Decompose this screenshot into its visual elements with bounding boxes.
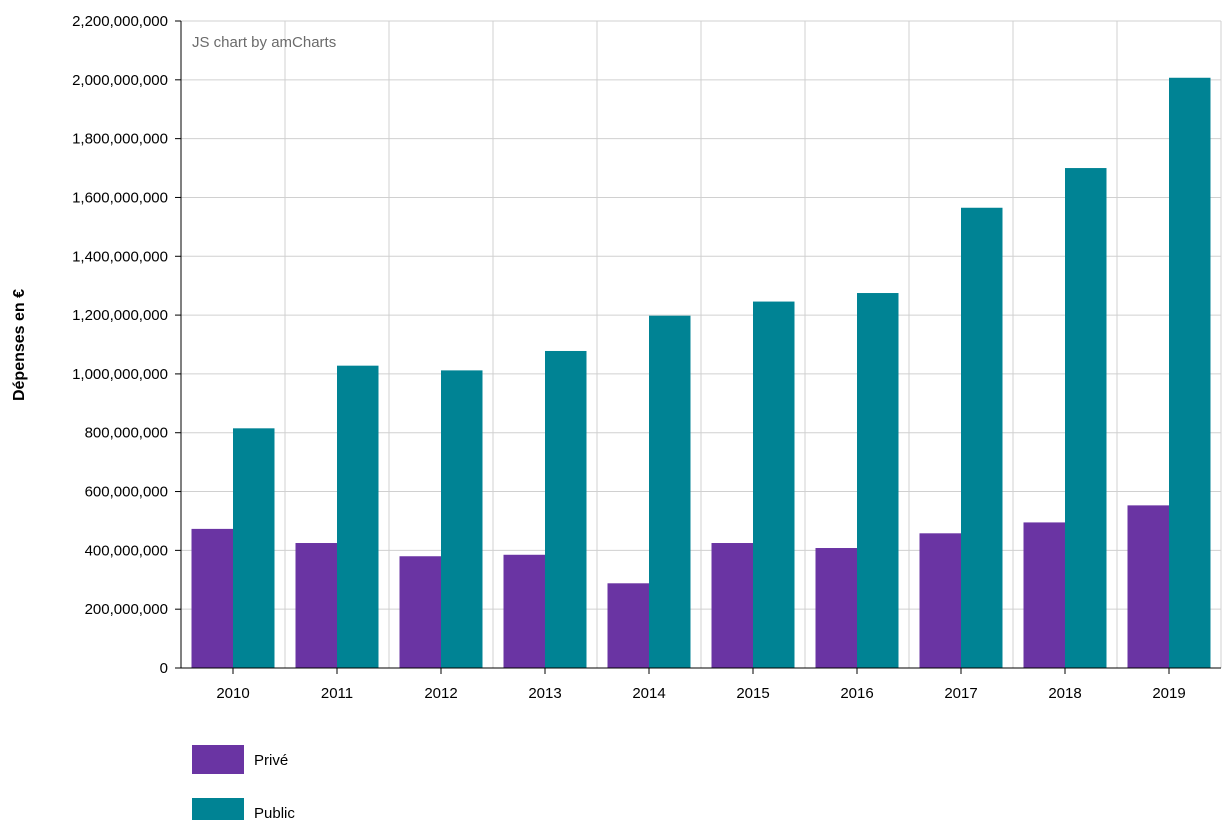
bars <box>191 77 1211 669</box>
y-tick-label: 400,000,000 <box>85 542 168 559</box>
bar-prive-2012[interactable] <box>399 556 442 668</box>
bar-prive-2017[interactable] <box>919 533 962 668</box>
x-tick-label: 2011 <box>321 685 353 702</box>
y-tick-label: 1,800,000,000 <box>72 131 168 148</box>
x-tick-label: 2013 <box>528 685 561 702</box>
x-tick-label: 2016 <box>840 685 873 702</box>
legend: Privé Public <box>192 745 295 820</box>
bar-prive-2011[interactable] <box>295 543 338 668</box>
y-tick-label: 0 <box>160 660 168 677</box>
y-tick-label: 600,000,000 <box>85 484 168 501</box>
legend-label-prive[interactable]: Privé <box>254 752 288 769</box>
legend-swatch-public[interactable] <box>192 798 244 820</box>
y-tick-label: 1,600,000,000 <box>72 189 168 206</box>
bar-public-2018[interactable] <box>1065 168 1107 669</box>
x-tick-label: 2015 <box>736 685 769 702</box>
bar-prive-2014[interactable] <box>607 583 650 668</box>
bar-prive-2015[interactable] <box>711 543 754 668</box>
y-tick-label: 200,000,000 <box>85 601 168 618</box>
bar-public-2017[interactable] <box>961 207 1003 668</box>
bar-public-2013[interactable] <box>545 350 587 668</box>
legend-label-public[interactable]: Public <box>254 805 295 820</box>
y-axis-tick-labels: 0 200,000,000 400,000,000 600,000,000 800,00… <box>72 13 168 677</box>
legend-swatch-prive[interactable] <box>192 745 244 774</box>
bar-public-2016[interactable] <box>857 293 899 668</box>
amcharts-credit[interactable]: JS chart by amCharts <box>192 34 336 51</box>
x-tick-label: 2012 <box>424 685 457 702</box>
bar-public-2010[interactable] <box>233 428 275 668</box>
bar-public-2019[interactable] <box>1169 77 1211 668</box>
bar-prive-2013[interactable] <box>503 554 546 668</box>
bar-prive-2018[interactable] <box>1023 522 1066 668</box>
y-tick-label: 1,000,000,000 <box>72 366 168 383</box>
bar-prive-2010[interactable] <box>191 528 234 668</box>
y-tick-label: 1,400,000,000 <box>72 248 168 265</box>
axes <box>175 20 1221 674</box>
bar-public-2014[interactable] <box>649 315 691 668</box>
y-axis-title: Dépenses en € <box>11 289 28 401</box>
x-axis-tick-labels: 2010 2011 2012 2013 2014 2015 2016 2017 2018 2019 <box>216 685 1185 702</box>
y-tick-label: 2,000,000,000 <box>72 72 168 89</box>
bar-prive-2016[interactable] <box>815 548 858 668</box>
x-tick-label: 2018 <box>1048 685 1081 702</box>
y-tick-label: 2,200,000,000 <box>72 13 168 30</box>
x-tick-label: 2010 <box>216 685 249 702</box>
bar-prive-2019[interactable] <box>1127 505 1170 668</box>
bar-public-2015[interactable] <box>753 301 795 668</box>
x-tick-label: 2017 <box>944 685 977 702</box>
x-tick-label: 2014 <box>632 685 665 702</box>
y-tick-label: 1,200,000,000 <box>72 307 168 324</box>
y-tick-label: 800,000,000 <box>85 425 168 442</box>
bar-public-2012[interactable] <box>441 370 483 668</box>
bar-public-2011[interactable] <box>337 365 379 668</box>
gridlines <box>181 20 1222 668</box>
x-tick-label: 2019 <box>1152 685 1185 702</box>
